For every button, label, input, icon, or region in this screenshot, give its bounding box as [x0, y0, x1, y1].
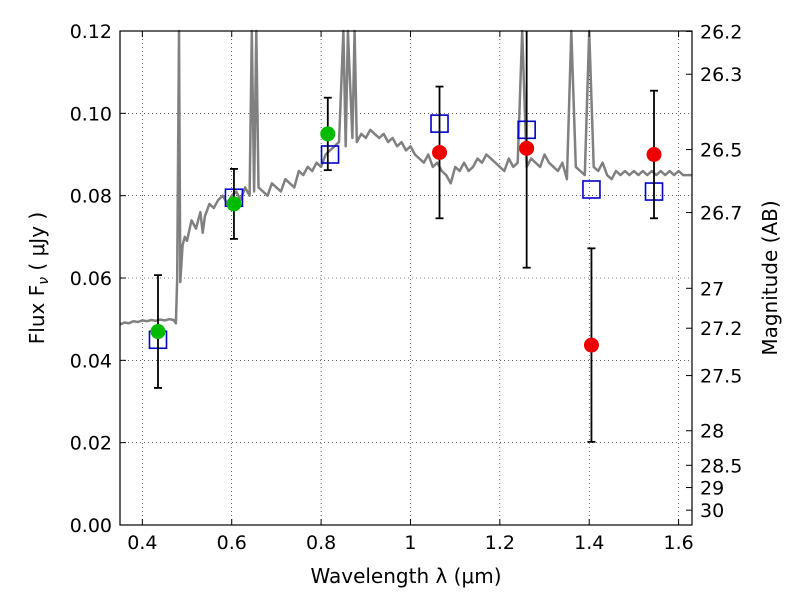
x-tick-label: 1.2 — [485, 532, 515, 554]
x-tick-label: 1.4 — [574, 532, 604, 554]
spectrum-line — [119, 29, 692, 326]
y-tick-label: 0.06 — [70, 268, 112, 290]
y-axis-label: Flux Fν ( μJy ) — [25, 212, 52, 344]
y2-tick-label: 26.7 — [700, 203, 742, 225]
x-tick-label: 1.6 — [663, 532, 693, 554]
y-axis-label-subscript: ν — [36, 277, 52, 285]
x-tick-label: 0.6 — [217, 532, 247, 554]
y2-tick-label: 27 — [700, 278, 724, 300]
y2-tick-label: 26.5 — [700, 140, 742, 162]
x-axis-label: Wavelength λ (μm) — [310, 564, 501, 588]
y2-tick-label: 26.2 — [700, 21, 742, 43]
observed-flux-point — [432, 144, 448, 160]
x-tick-label: 0.4 — [127, 532, 157, 554]
y-tick-label: 0.12 — [70, 21, 112, 43]
y2-tick-label: 27.2 — [700, 318, 742, 340]
plot-frame — [119, 30, 693, 526]
y2-axis-label: Magnitude (AB) — [758, 200, 782, 355]
y2-tick-label: 28 — [700, 421, 724, 443]
y-axis-label-unit: ( μJy ) — [25, 212, 49, 277]
y2-tick-label: 26.3 — [700, 64, 742, 86]
y-tick-label: 0.00 — [70, 515, 112, 537]
y-tick-label: 0.02 — [70, 433, 112, 455]
model-square-point — [582, 180, 601, 199]
y-tick-label: 0.04 — [70, 350, 112, 372]
observed-flux-point — [150, 324, 166, 340]
y-tick-label: 0.08 — [70, 186, 112, 208]
x-tick-label: 1 — [404, 532, 416, 554]
y2-tick-label: 30 — [700, 500, 724, 522]
observed-flux-point — [583, 337, 599, 353]
y-tick-label: 0.10 — [70, 103, 112, 125]
marks-layer — [119, 29, 692, 443]
model-square-point — [320, 145, 340, 164]
grid-layer — [120, 30, 692, 526]
y2-tick-label: 27.5 — [700, 366, 742, 388]
y2-tick-label: 29 — [700, 478, 724, 500]
observed-flux-point — [320, 126, 336, 142]
observed-flux-point — [519, 140, 535, 156]
x-tick-label: 0.8 — [306, 532, 336, 554]
ticks-layer: 0.4 0.6 0.8 1 1.2 1.4 1.6 0.00 0.02 0.04 0.06 0.08 0… — [70, 21, 743, 554]
observed-flux-point — [226, 196, 242, 212]
y-axis-label-main: Flux F — [25, 285, 49, 344]
y2-tick-label: 28.5 — [700, 455, 742, 477]
observed-flux-point — [646, 147, 662, 162]
